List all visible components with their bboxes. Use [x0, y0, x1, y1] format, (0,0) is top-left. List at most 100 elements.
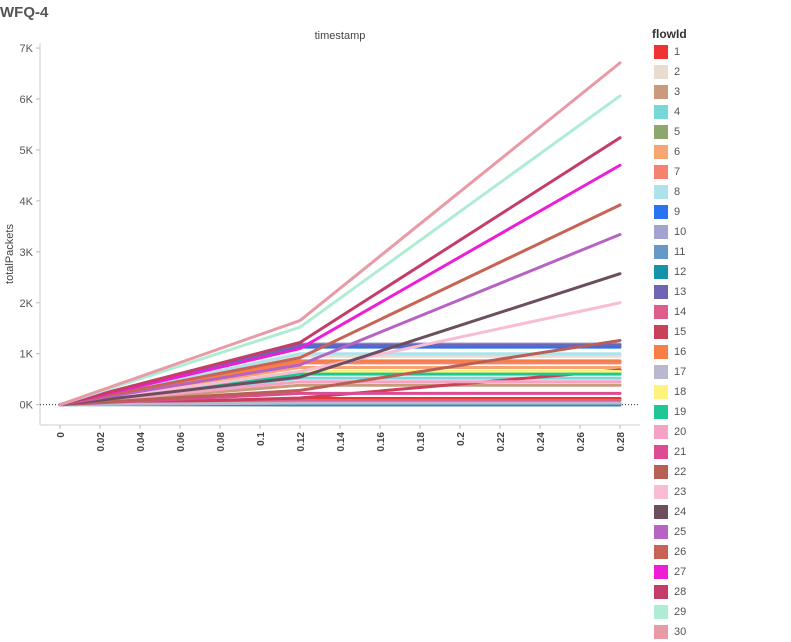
y-axis-title: totalPackets: [4, 224, 16, 284]
legend-swatch: [654, 65, 668, 79]
x-tick-label: 0.18: [416, 432, 427, 452]
x-tick-label: 0.04: [136, 432, 147, 452]
legend-swatch: [654, 125, 668, 139]
x-tick-label: 0.16: [376, 432, 387, 452]
x-tick-label: 0.12: [296, 432, 307, 452]
legend-item-20[interactable]: 20: [648, 422, 788, 442]
series-line-17: [60, 403, 620, 405]
legend-item-28[interactable]: 28: [648, 582, 788, 602]
legend-item-11[interactable]: 11: [648, 242, 788, 262]
legend-swatch: [654, 325, 668, 339]
x-tick-label: 0.14: [336, 432, 347, 452]
legend-label: 12: [674, 266, 686, 278]
legend-label: 22: [674, 466, 686, 478]
legend-label: 3: [674, 86, 680, 98]
legend-label: 19: [674, 406, 686, 418]
legend-item-14[interactable]: 14: [648, 302, 788, 322]
y-tick-label: 2K: [20, 298, 34, 310]
legend-swatch: [654, 425, 668, 439]
x-tick-label: 0.28: [616, 432, 627, 452]
legend-swatch: [654, 485, 668, 499]
legend-item-26[interactable]: 26: [648, 542, 788, 562]
legend-swatch: [654, 265, 668, 279]
legend-label: 28: [674, 586, 686, 598]
legend-swatch: [654, 445, 668, 459]
legend-swatch: [654, 145, 668, 159]
x-tick-label: 0.1: [256, 432, 267, 446]
legend-item-3[interactable]: 3: [648, 82, 788, 102]
y-tick-label: 5K: [20, 145, 34, 157]
legend-swatch: [654, 525, 668, 539]
legend-item-21[interactable]: 21: [648, 442, 788, 462]
legend-item-13[interactable]: 13: [648, 282, 788, 302]
legend-swatch: [654, 225, 668, 239]
x-tick-label: 0.26: [576, 432, 587, 452]
legend-item-2[interactable]: 2: [648, 62, 788, 82]
legend-label: 8: [674, 186, 680, 198]
legend-item-25[interactable]: 25: [648, 522, 788, 542]
legend-swatch: [654, 85, 668, 99]
legend-swatch: [654, 605, 668, 619]
legend-label: 16: [674, 346, 686, 358]
legend-label: 30: [674, 626, 686, 638]
legend-swatch: [654, 185, 668, 199]
legend-swatch: [654, 345, 668, 359]
y-tick-label: 6K: [20, 94, 34, 106]
y-tick-label: 4K: [20, 196, 34, 208]
legend-swatch: [654, 165, 668, 179]
legend-swatch: [654, 505, 668, 519]
legend-item-19[interactable]: 19: [648, 402, 788, 422]
y-tick-label: 3K: [20, 247, 34, 259]
legend-item-27[interactable]: 27: [648, 562, 788, 582]
legend-swatch: [654, 245, 668, 259]
legend-label: 25: [674, 526, 686, 538]
legend-label: 11: [674, 246, 685, 258]
series-line-29: [60, 96, 620, 405]
legend-swatch: [654, 625, 668, 639]
legend-label: 15: [674, 326, 686, 338]
legend-swatch: [654, 105, 668, 119]
legend-label: 6: [674, 146, 680, 158]
legend-item-29[interactable]: 29: [648, 602, 788, 622]
legend-item-4[interactable]: 4: [648, 102, 788, 122]
legend-item-16[interactable]: 16: [648, 342, 788, 362]
legend-label: 21: [674, 446, 686, 458]
top-axis-label: timestamp: [315, 30, 366, 42]
legend-item-30[interactable]: 30: [648, 622, 788, 642]
legend-item-17[interactable]: 17: [648, 362, 788, 382]
legend-item-8[interactable]: 8: [648, 182, 788, 202]
legend-swatch: [654, 305, 668, 319]
legend-swatch: [654, 585, 668, 599]
legend-title: flowId: [648, 26, 788, 42]
legend-item-24[interactable]: 24: [648, 502, 788, 522]
legend-label: 17: [674, 366, 686, 378]
legend-label: 4: [674, 106, 680, 118]
legend-item-10[interactable]: 10: [648, 222, 788, 242]
legend-swatch: [654, 365, 668, 379]
legend-item-1[interactable]: 1: [648, 42, 788, 62]
legend-label: 29: [674, 606, 686, 618]
legend-item-5[interactable]: 5: [648, 122, 788, 142]
legend-label: 24: [674, 506, 686, 518]
legend-item-22[interactable]: 22: [648, 462, 788, 482]
legend-item-18[interactable]: 18: [648, 382, 788, 402]
legend-item-12[interactable]: 12: [648, 262, 788, 282]
x-tick-label: 0.08: [216, 432, 227, 452]
legend-item-9[interactable]: 9: [648, 202, 788, 222]
legend-swatch: [654, 565, 668, 579]
y-tick-label: 0K: [20, 400, 34, 412]
y-tick-label: 1K: [20, 349, 34, 361]
x-tick-label: 0.24: [536, 432, 547, 452]
legend-label: 5: [674, 126, 680, 138]
legend-item-23[interactable]: 23: [648, 482, 788, 502]
legend-swatch: [654, 545, 668, 559]
y-tick-label: 7K: [20, 43, 34, 55]
legend-item-6[interactable]: 6: [648, 142, 788, 162]
legend-swatch: [654, 205, 668, 219]
legend-item-7[interactable]: 7: [648, 162, 788, 182]
legend-item-15[interactable]: 15: [648, 322, 788, 342]
legend-label: 13: [674, 286, 686, 298]
x-tick-label: 0.02: [96, 432, 107, 452]
